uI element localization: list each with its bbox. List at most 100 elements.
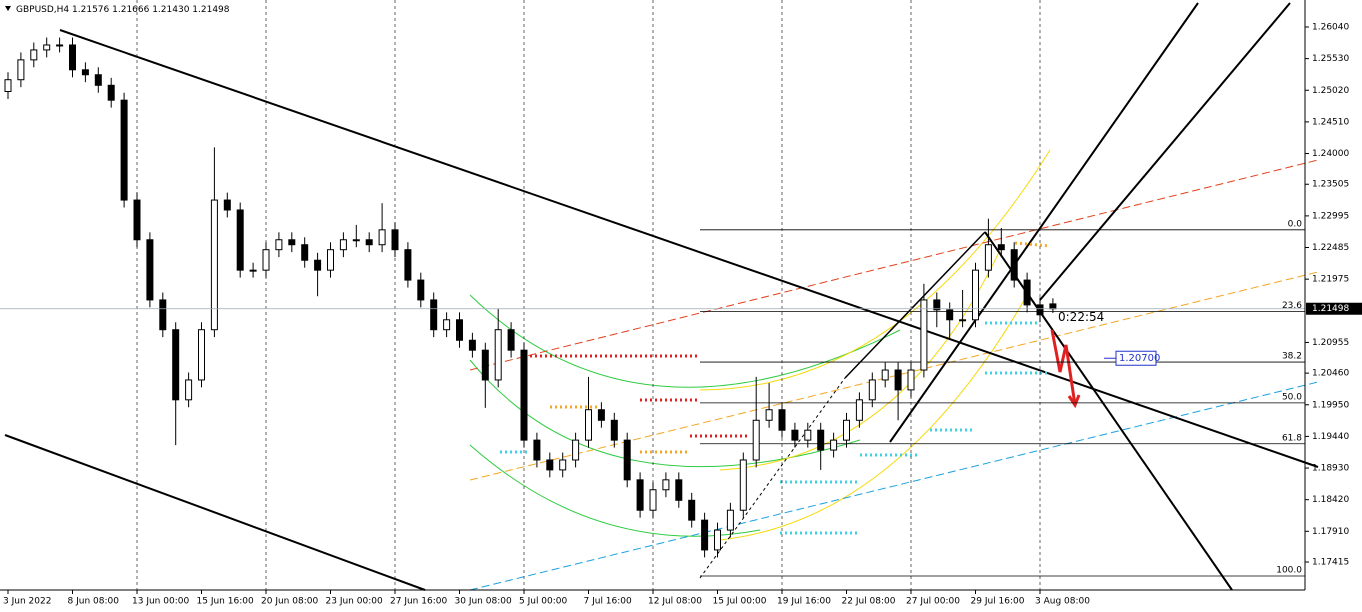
candle-body <box>804 429 812 441</box>
x-tick-label: 12 Jul 08:00 <box>648 597 702 607</box>
x-tick-label: 3 Aug 08:00 <box>1035 597 1090 607</box>
fib-label: 23.6 <box>1282 301 1302 311</box>
blue-trendline <box>469 381 1319 591</box>
x-tick-label: 7 Jul 16:00 <box>584 597 633 607</box>
candle-body <box>133 199 141 241</box>
candle-body <box>314 259 322 271</box>
countdown: 0:22:54 <box>1058 310 1104 324</box>
candle-body <box>675 479 683 501</box>
candle-body <box>597 409 605 421</box>
candle-body <box>920 299 928 371</box>
trendline <box>59 29 1319 468</box>
candle-body <box>262 249 270 271</box>
x-tick-label: 29 Jul 16:00 <box>971 597 1025 607</box>
y-tick-label: 1.18930 <box>1312 464 1349 474</box>
candle-body <box>997 244 1005 251</box>
candle-body <box>623 439 631 481</box>
candle-body <box>327 249 334 271</box>
drawings <box>4 2 1319 591</box>
candle-body <box>868 379 876 401</box>
candle-body <box>546 459 554 471</box>
candle-body <box>236 209 244 271</box>
candle-body <box>210 199 218 331</box>
candle-body <box>249 269 257 272</box>
candle-body <box>649 489 657 511</box>
candle-body <box>636 479 644 511</box>
yellow-arc <box>719 289 1031 541</box>
candle-body <box>288 239 296 246</box>
candle-body <box>1036 304 1044 316</box>
x-tick-label: 15 Jul 00:00 <box>713 597 767 607</box>
fib-label: 38.2 <box>1282 352 1302 362</box>
quote: 1.21576 1.21666 1.21430 1.21498 <box>72 5 230 15</box>
y-tick-label: 1.25530 <box>1312 54 1349 64</box>
x-tick-label: 19 Jul 16:00 <box>777 597 831 607</box>
y-tick-label: 1.17415 <box>1312 558 1349 568</box>
candle-body <box>17 59 25 81</box>
symbol: GBPUSD,H4 <box>16 5 69 15</box>
y-tick-label: 1.19440 <box>1312 432 1349 442</box>
candle-body <box>585 409 592 441</box>
candle-body <box>739 459 747 511</box>
candle-body <box>198 329 205 381</box>
candle-body <box>984 244 992 271</box>
y-tick-label: 1.22995 <box>1312 211 1349 221</box>
candle-body <box>881 369 889 381</box>
y-tick-label: 1.19950 <box>1312 400 1349 410</box>
candle-body <box>275 239 283 251</box>
x-tick-label: 23 Jun 00:00 <box>326 597 383 607</box>
chart-header: GBPUSD,H4 1.21576 1.21666 1.21430 1.2149… <box>16 5 230 15</box>
current-price-label: 1.21498 <box>1312 304 1349 314</box>
price-label: 1.20700 <box>1119 353 1160 364</box>
y-tick-label: 1.21975 <box>1312 275 1349 285</box>
yellow-trendline <box>469 271 1319 481</box>
candle-body <box>894 369 902 391</box>
candle-body <box>159 299 167 331</box>
candle-body <box>1023 279 1031 306</box>
candle-body <box>146 239 154 301</box>
menu-triangle[interactable] <box>5 6 11 11</box>
candle-body <box>1049 303 1057 310</box>
y-tick-label: 1.18420 <box>1312 495 1349 505</box>
candle-body <box>120 99 128 201</box>
y-tick-label: 1.26040 <box>1312 22 1349 32</box>
y-tick-label: 1.23505 <box>1312 180 1349 190</box>
candle-body <box>907 369 915 391</box>
candle-body <box>726 509 734 531</box>
x-tick-label: 27 Jun 16:00 <box>390 597 447 607</box>
fib-label: 0.0 <box>1288 219 1303 229</box>
candle-body <box>30 49 38 61</box>
candle-body <box>481 349 489 381</box>
candle-body <box>533 439 541 461</box>
y-tick-label: 1.22485 <box>1312 243 1349 253</box>
candle-body <box>223 199 231 211</box>
candle-body <box>959 319 967 322</box>
red-trendline <box>469 159 1319 371</box>
y-tick-label: 1.20955 <box>1312 338 1349 348</box>
candle-body <box>43 44 51 51</box>
candle-body <box>443 319 451 331</box>
candle-body <box>1010 249 1018 281</box>
candle-body <box>778 409 786 431</box>
candle-body <box>933 299 941 311</box>
yellow-arc <box>719 249 1001 471</box>
candle-body <box>69 44 76 71</box>
candle-body <box>94 74 102 86</box>
candle-body <box>56 44 64 47</box>
candle-body <box>4 79 12 92</box>
fib-label: 100.0 <box>1276 565 1302 575</box>
candle-body <box>301 244 309 261</box>
y-tick-label: 1.24510 <box>1312 117 1349 127</box>
candle-body <box>572 439 580 461</box>
x-tick-label: 30 Jun 08:00 <box>455 597 512 607</box>
yellow-arc <box>699 149 1051 391</box>
channel-base <box>699 377 846 579</box>
x-tick-label: 5 Jul 00:00 <box>519 597 568 607</box>
candle-body <box>417 279 425 301</box>
x-tick-label: 20 Jun 08:00 <box>261 597 318 607</box>
y-tick-label: 1.25020 <box>1312 86 1349 96</box>
candle-body <box>352 239 360 242</box>
x-tick-label: 3 Jun 2022 <box>3 597 51 607</box>
x-tick-label: 15 Jun 16:00 <box>197 597 254 607</box>
y-tick-label: 1.17910 <box>1312 527 1349 537</box>
